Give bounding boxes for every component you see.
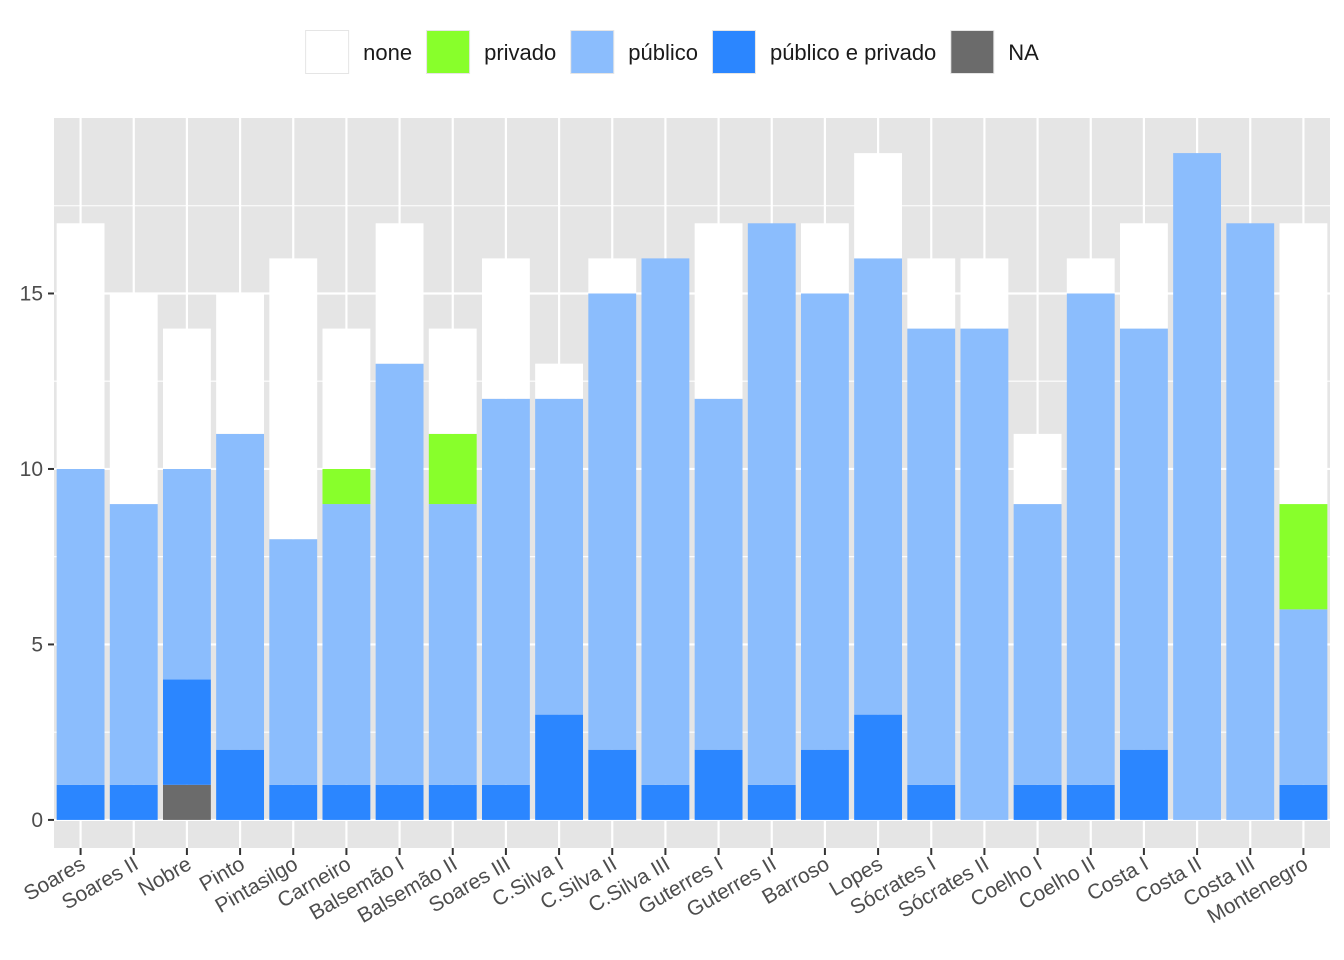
legend: none privado público público e privado NA bbox=[305, 30, 1039, 74]
bar-segment-publico bbox=[641, 258, 690, 785]
bar-segment-publico-e-privado bbox=[1119, 749, 1168, 820]
bar-segment-none bbox=[1119, 223, 1168, 329]
bar-segment-publico bbox=[322, 504, 371, 785]
bar-segment-publico-e-privado bbox=[694, 749, 743, 820]
legend-swatch-none bbox=[306, 31, 349, 73]
legend-swatch-publico-e-privado bbox=[712, 31, 755, 73]
bar-segment-publico bbox=[588, 293, 637, 750]
bar-segment-publico bbox=[907, 328, 956, 785]
legend-label-none: none bbox=[363, 40, 412, 65]
bar-segment-publico-e-privado bbox=[641, 784, 690, 820]
bar-segment-none bbox=[216, 293, 265, 434]
bar-segment-publico bbox=[694, 398, 743, 750]
bar-segment-publico bbox=[535, 398, 584, 715]
bar-segment-publico-e-privado bbox=[1013, 784, 1062, 820]
legend-label-publico-e-privado: público e privado bbox=[770, 40, 936, 65]
bar-segment-publico bbox=[109, 504, 158, 785]
bar-segment-publico-e-privado bbox=[428, 784, 477, 820]
bar-segment-none bbox=[1013, 433, 1062, 505]
bar-segment-publico bbox=[1226, 223, 1275, 820]
bar-segment-publico bbox=[1279, 609, 1328, 785]
bar-segment-publico bbox=[747, 223, 796, 785]
bar-segment-privado bbox=[322, 468, 371, 505]
bar-segment-publico bbox=[1173, 153, 1222, 820]
bar-segment-publico-e-privado bbox=[747, 784, 796, 820]
bar-segment-none bbox=[375, 223, 424, 364]
bar-segment-publico-e-privado bbox=[162, 679, 211, 785]
bar-segment-publico-e-privado bbox=[269, 784, 318, 820]
bar-segment-publico-e-privado bbox=[481, 784, 530, 820]
bar-segment-publico-e-privado bbox=[854, 714, 903, 820]
bar-segment-none bbox=[1279, 223, 1328, 505]
bar-segment-publico bbox=[960, 328, 1009, 820]
legend-swatch-privado bbox=[427, 31, 470, 73]
legend-swatch-na bbox=[951, 31, 994, 73]
bar-segment-publico bbox=[56, 468, 105, 785]
bars bbox=[56, 153, 1328, 820]
bar-segment-publico bbox=[428, 504, 477, 785]
bar-segment-na bbox=[162, 784, 211, 820]
y-tick-label: 10 bbox=[20, 458, 43, 481]
bar-segment-publico bbox=[162, 468, 211, 680]
bar-segment-publico bbox=[1119, 328, 1168, 750]
bar-segment-publico-e-privado bbox=[1066, 784, 1115, 820]
bar-segment-publico bbox=[1066, 293, 1115, 785]
bar-segment-publico bbox=[800, 293, 849, 750]
bar-segment-publico-e-privado bbox=[375, 784, 424, 820]
bar-segment-none bbox=[960, 258, 1009, 329]
bar-segment-none bbox=[800, 223, 849, 294]
bar-segment-publico-e-privado bbox=[800, 749, 849, 820]
y-tick-label: 0 bbox=[31, 809, 43, 832]
bar-segment-none bbox=[481, 258, 530, 399]
bar-segment-publico-e-privado bbox=[588, 749, 637, 820]
bar-segment-publico bbox=[375, 363, 424, 785]
bar-segment-none bbox=[56, 223, 105, 469]
bar-segment-none bbox=[588, 258, 637, 294]
legend-label-na: NA bbox=[1008, 40, 1039, 65]
bar-segment-none bbox=[907, 258, 956, 329]
bar-segment-none bbox=[109, 293, 158, 505]
plot-panel bbox=[54, 118, 1330, 848]
bar-segment-none bbox=[428, 328, 477, 434]
bar-segment-publico-e-privado bbox=[907, 784, 956, 820]
y-axis: 0 5 10 15 bbox=[20, 282, 54, 832]
bar-segment-none bbox=[1066, 258, 1115, 294]
bar-segment-privado bbox=[428, 433, 477, 505]
bar-segment-publico-e-privado bbox=[109, 784, 158, 820]
bar-segment-none bbox=[854, 153, 903, 259]
bar-segment-publico-e-privado bbox=[535, 714, 584, 820]
bar-segment-publico bbox=[1013, 504, 1062, 785]
bar-segment-none bbox=[322, 328, 371, 469]
y-tick-label: 15 bbox=[20, 282, 43, 305]
legend-label-privado: privado bbox=[484, 40, 556, 65]
bar-segment-publico bbox=[216, 433, 265, 750]
legend-label-publico: público bbox=[628, 40, 698, 65]
bar-segment-publico bbox=[269, 539, 318, 785]
bar-segment-privado bbox=[1279, 504, 1328, 610]
bar-segment-publico-e-privado bbox=[322, 784, 371, 820]
bar-segment-none bbox=[535, 363, 584, 399]
bar-segment-none bbox=[269, 258, 318, 540]
bar-segment-publico-e-privado bbox=[1279, 784, 1328, 820]
legend-swatch-publico bbox=[571, 31, 614, 73]
bar-segment-publico-e-privado bbox=[56, 784, 105, 820]
x-tick-label: Nobre bbox=[134, 852, 195, 901]
bar-segment-none bbox=[694, 223, 743, 399]
y-tick-label: 5 bbox=[31, 633, 43, 656]
bar-segment-none bbox=[162, 328, 211, 469]
bar-segment-publico bbox=[854, 258, 903, 715]
bar-segment-publico-e-privado bbox=[216, 749, 265, 820]
bar-segment-publico bbox=[481, 398, 530, 785]
